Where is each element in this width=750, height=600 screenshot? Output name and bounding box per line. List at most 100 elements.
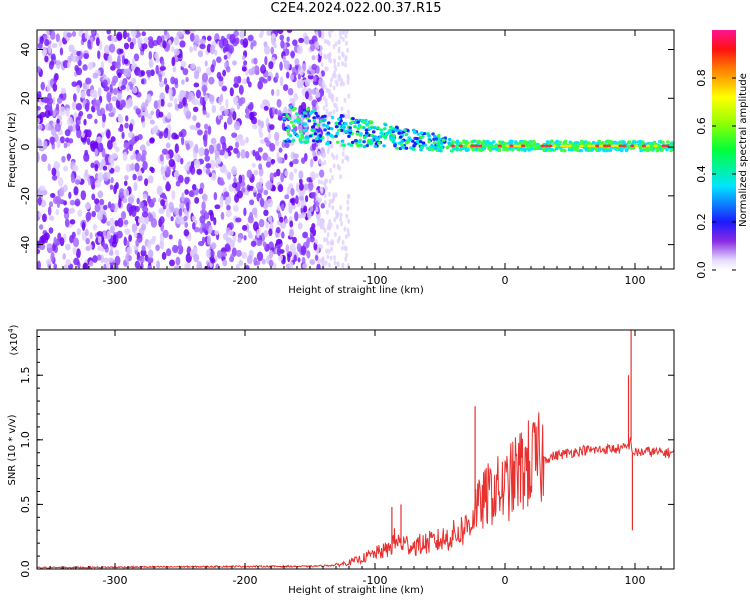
spectrogram-fade-cell: [326, 225, 330, 231]
spectrogram-noise-cell: [302, 231, 309, 239]
spectrogram-noise-cell: [48, 201, 54, 208]
spectrogram-signal-cell: [513, 140, 518, 144]
spectrogram-noise-cell: [272, 185, 276, 192]
spectrogram-noise-cell: [119, 48, 124, 54]
spectrogram-signal-cell: [303, 122, 308, 126]
spectrogram-noise-cell: [95, 37, 100, 47]
spectrogram-noise-cell: [245, 136, 249, 144]
spectrogram-signal-cell: [322, 123, 326, 127]
spectrogram-noise-cell: [210, 64, 215, 73]
spectrogram-signal-cell: [519, 141, 524, 146]
spectrogram-noise-cell: [140, 102, 147, 112]
spectrogram-noise-cell: [111, 79, 117, 86]
spectrogram-noise-cell: [155, 244, 160, 252]
spectrogram-noise-cell: [165, 248, 172, 257]
spectrogram-noise-cell: [121, 131, 125, 140]
spectrogram-noise-cell: [72, 246, 77, 255]
spectrogram-noise-cell: [125, 68, 132, 78]
spectrogram-signal-cell: [335, 140, 340, 144]
spectrogram-fade-cell: [344, 113, 348, 119]
spectrogram-noise-cell: [189, 30, 196, 34]
spectrogram-signal-cell: [392, 134, 396, 138]
spectrogram-noise-cell: [298, 170, 304, 180]
spectrogram-signal-cell: [412, 144, 416, 148]
spectrogram-ridge-cell: [669, 144, 674, 148]
spectrogram-noise-cell: [64, 243, 71, 251]
spectrogram-noise-cell: [126, 240, 130, 248]
spectrogram-noise-cell: [61, 155, 66, 163]
spectrogram-fade-cell: [339, 174, 343, 180]
spectrogram-noise-cell: [241, 251, 248, 259]
spectrogram-ridge-cell: [571, 144, 577, 148]
spectrogram-fade-cell: [346, 47, 350, 53]
spectrogram-noise-cell: [184, 222, 189, 228]
spectrogram-noise-cell: [144, 215, 149, 225]
spectrogram-noise-cell: [134, 260, 141, 269]
spectrogram-noise-cell: [286, 186, 290, 197]
spectrogram-noise-cell: [262, 241, 267, 248]
spectrogram-noise-cell: [103, 204, 108, 211]
spectrogram-noise-cell: [307, 74, 314, 80]
spectrogram-signal-cell: [415, 136, 419, 141]
spectrogram-noise-cell: [123, 58, 129, 65]
spectrogram-ridge-cell: [485, 144, 491, 148]
spectrogram-noise-cell: [287, 87, 294, 96]
spectrogram-noise-cell: [233, 76, 239, 85]
spectrogram-noise-cell: [131, 77, 137, 85]
spectrogram-noise-cell: [218, 76, 224, 82]
spectrogram-noise-cell: [195, 122, 201, 128]
spectrogram-noise-cell: [174, 170, 179, 177]
spectrogram-signal-cell: [472, 139, 477, 143]
spectrogram-noise-cell: [161, 251, 167, 260]
spectrogram-noise-cell: [286, 30, 293, 33]
spectrogram-noise-cell: [89, 232, 93, 240]
spectrogram-fade-cell: [333, 217, 337, 223]
spectrogram-signal-cell: [426, 146, 431, 150]
spectrogram-noise-cell: [277, 115, 283, 121]
spectrogram-noise-cell: [156, 260, 161, 269]
spectrogram-noise-cell: [183, 207, 188, 216]
spectrogram-signal-cell: [337, 117, 341, 121]
spectrogram-fade-cell: [344, 33, 348, 39]
spectrogram-noise-cell: [38, 211, 42, 218]
spectrogram-noise-cell: [133, 181, 138, 192]
spectrogram-noise-cell: [228, 256, 235, 263]
spectrogram-signal-cell: [329, 134, 333, 138]
spectrogram-noise-cell: [311, 63, 318, 71]
spectrogram-signal-cell: [573, 141, 578, 145]
spectrogram-noise-cell: [153, 100, 159, 110]
spectrogram-noise-cell: [68, 138, 74, 144]
snr-line: [37, 412, 674, 569]
spectrogram-fade-cell: [315, 250, 319, 256]
spectrogram-noise-cell: [290, 187, 295, 196]
spectrogram-noise-cell: [223, 151, 229, 160]
spectrogram-noise-cell: [285, 244, 290, 253]
spectrogram-fade-cell: [330, 143, 334, 149]
colorbar-tick-label: 0.8: [695, 69, 708, 87]
spectrogram-fade-cell: [329, 168, 333, 174]
spectrogram-noise-cell: [108, 154, 115, 164]
spectrogram-noise-cell: [221, 85, 228, 92]
spectrogram-signal-cell: [638, 139, 642, 144]
spectrogram-fade-cell: [325, 108, 329, 114]
spectrogram-noise-cell: [181, 192, 185, 202]
spectrogram-signal-cell: [403, 128, 407, 132]
spectrogram-fade-cell: [315, 239, 318, 245]
spectrogram-noise-cell: [56, 139, 61, 149]
spectrogram-noise-cell: [37, 66, 41, 73]
spectrogram-noise-cell: [50, 252, 55, 263]
spectrogram-noise-cell: [206, 248, 212, 259]
spectrogram-noise-cell: [318, 169, 325, 178]
spectrogram-noise-cell: [43, 34, 48, 40]
spectrogram-noise-cell: [189, 32, 195, 42]
spectrogram-noise-cell: [295, 195, 299, 205]
spectrogram-signal-cell: [339, 128, 344, 133]
spectrogram-fade-cell: [332, 155, 336, 161]
spectrogram-signal-cell: [305, 140, 310, 144]
spectrogram-signal-cell: [306, 107, 310, 111]
spectrogram-ridge-cell: [478, 144, 483, 148]
spectrogram-signal-cell: [292, 131, 297, 135]
spectrogram-noise-cell: [55, 103, 60, 111]
spectrogram-ridge-cell: [587, 144, 592, 148]
spectrogram-noise-cell: [171, 56, 176, 67]
